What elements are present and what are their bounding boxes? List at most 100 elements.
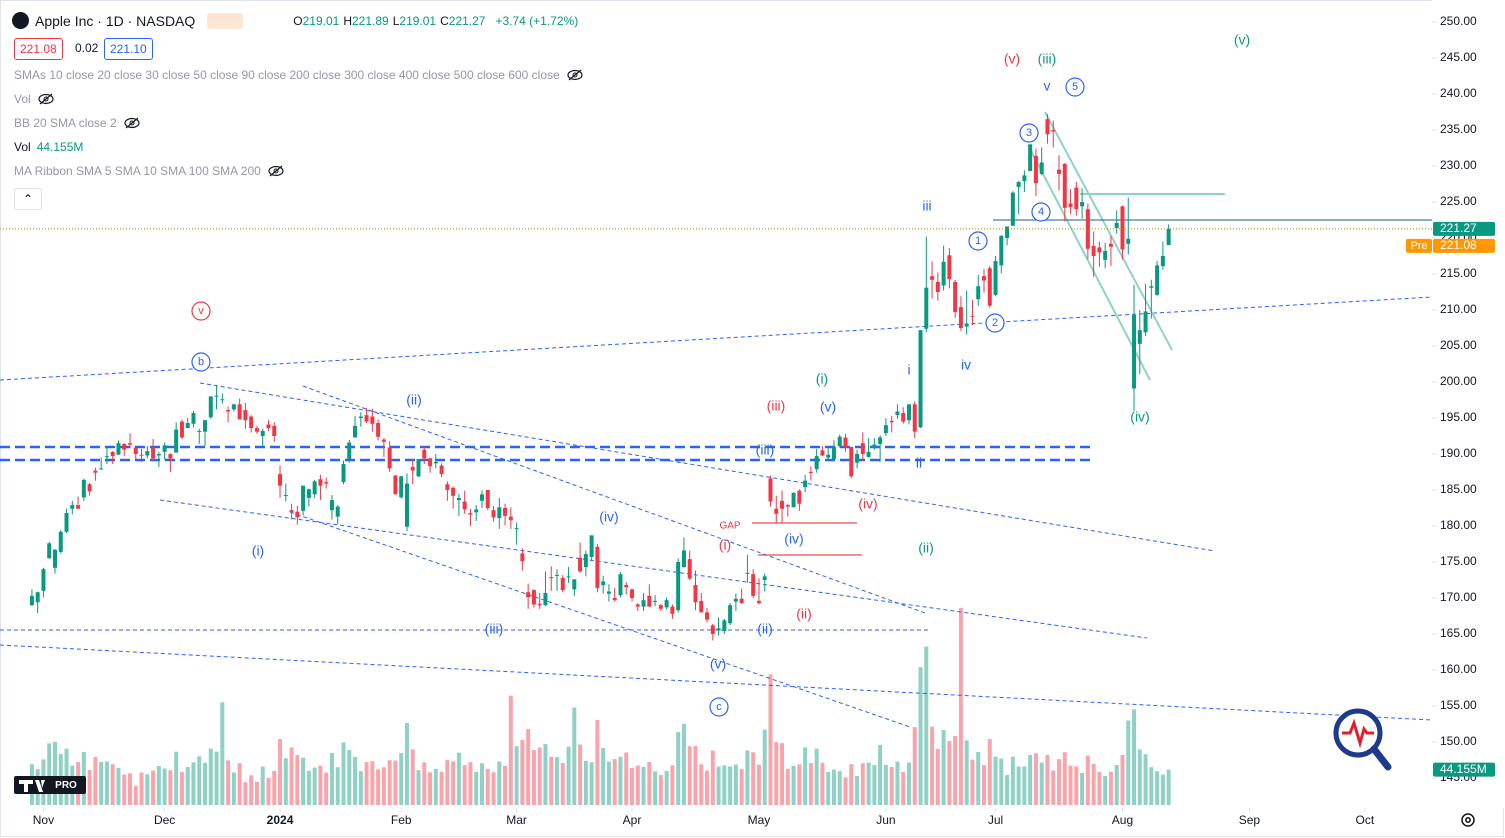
y-tick-label: 195.00 <box>1440 410 1477 424</box>
candle-body <box>381 439 386 442</box>
volume-bar <box>901 772 906 805</box>
indicator-row[interactable]: BB 20 SMA close 2 <box>14 116 141 130</box>
volume-bar <box>537 747 542 805</box>
candle-body <box>249 416 254 429</box>
candle-body <box>912 404 917 432</box>
y-tick-label: 240.00 <box>1440 86 1477 100</box>
indicator-row[interactable]: MA Ribbon SMA 5 SMA 10 SMA 100 SMA 200 <box>14 164 285 178</box>
collapse-button[interactable]: ⌃ <box>14 188 42 210</box>
volume-bar <box>566 746 571 805</box>
indicator-row[interactable]: SMAs 10 close 20 close 30 close 50 close… <box>14 68 584 82</box>
volume-bar <box>410 749 415 805</box>
premarket-tag-label: Pre <box>1410 240 1427 252</box>
volume-bar <box>987 739 992 805</box>
wave-label: 3 <box>1026 127 1032 139</box>
candle-body <box>606 591 611 594</box>
candle-body <box>1085 209 1090 249</box>
indicator-row[interactable]: Vol 44.155M <box>14 140 83 154</box>
ask-button[interactable]: 221.10 <box>104 38 153 60</box>
candle-body <box>595 546 600 588</box>
candle-body <box>197 430 202 432</box>
eye-hidden-icon[interactable] <box>267 165 285 177</box>
candle-body <box>543 592 548 606</box>
volume-bar <box>1097 771 1102 805</box>
candle-body <box>1166 228 1171 246</box>
eye-hidden-icon[interactable] <box>123 117 141 129</box>
candle-body <box>93 470 98 473</box>
candle-body <box>814 456 819 470</box>
candle-body <box>404 483 409 527</box>
magnifier-icon[interactable] <box>1333 708 1392 771</box>
wave-label: b <box>198 356 204 368</box>
candle-body <box>641 600 646 607</box>
x-tick-label: May <box>748 813 771 827</box>
candle-body <box>226 410 231 412</box>
volume-bar <box>104 761 109 805</box>
volume-bar <box>549 756 554 805</box>
volume-bar <box>993 756 998 805</box>
candle-body <box>964 323 969 327</box>
candle-body <box>947 255 952 280</box>
eye-hidden-icon[interactable] <box>37 93 55 105</box>
candle-body <box>878 437 883 444</box>
bid-button[interactable]: 221.08 <box>14 38 63 60</box>
volume-bar <box>203 762 208 805</box>
x-tick-label: Sep <box>1239 813 1261 827</box>
volume-bar <box>191 762 196 805</box>
wave-label: i <box>907 362 910 378</box>
x-tick-label: Dec <box>154 813 175 827</box>
candle-body <box>831 446 836 460</box>
volume-bar <box>318 765 323 805</box>
candle-body <box>364 415 369 422</box>
indicator-name: SMAs 10 close 20 close 30 close 50 close… <box>14 68 560 82</box>
wave-label: (v) <box>1004 51 1020 67</box>
candle-body <box>214 395 219 397</box>
settings-icon[interactable] <box>1461 813 1475 827</box>
candle-body <box>785 505 790 507</box>
volume-bar <box>208 748 213 805</box>
candle-body <box>860 443 865 455</box>
volume-bar <box>583 760 588 805</box>
volume-bar <box>266 777 271 805</box>
indicator-row[interactable]: Vol <box>14 92 55 106</box>
volume-bar <box>981 765 986 805</box>
volume-bar <box>1103 775 1108 805</box>
ohlc-label: L <box>392 13 400 28</box>
y-tick-label: 170.00 <box>1440 590 1477 604</box>
candle-body <box>941 261 946 286</box>
candle-body <box>653 600 658 602</box>
candle-body <box>664 600 669 608</box>
volume-bar <box>1166 769 1171 805</box>
volume-bar <box>329 752 334 805</box>
volume-bar <box>145 774 150 805</box>
wave-label: c <box>716 701 722 713</box>
volume-label: 44.155M <box>1440 762 1487 776</box>
candle-body <box>993 261 998 295</box>
volume-bar <box>866 762 871 805</box>
wave-label: (v) <box>1234 32 1250 48</box>
svg-text:PRO: PRO <box>55 780 77 791</box>
candle-body <box>572 579 577 590</box>
session-badge <box>207 12 244 29</box>
x-tick-label: 2024 <box>267 813 294 827</box>
candle-body <box>312 481 317 495</box>
eye-hidden-icon[interactable] <box>566 69 584 81</box>
volume-bar <box>826 771 831 805</box>
candle-body <box>889 420 894 423</box>
symbol-title[interactable]: Apple Inc · 1D · NASDAQ <box>35 12 196 29</box>
candle-body <box>843 437 848 448</box>
y-tick-label: 190.00 <box>1440 446 1477 460</box>
volume-bar <box>306 770 311 805</box>
volume-bar <box>312 767 317 805</box>
wave-label: ii <box>916 455 922 471</box>
volume-bar <box>820 762 825 805</box>
volume-bar <box>1068 765 1073 805</box>
candle-body <box>353 425 358 438</box>
wave-label: GAP <box>719 521 740 532</box>
volume-bar <box>439 771 444 805</box>
candle-body <box>491 510 496 518</box>
channel-line <box>1027 144 1151 381</box>
volume-bar <box>445 759 450 805</box>
volume-bar <box>710 750 715 805</box>
candle-body <box>168 454 173 459</box>
